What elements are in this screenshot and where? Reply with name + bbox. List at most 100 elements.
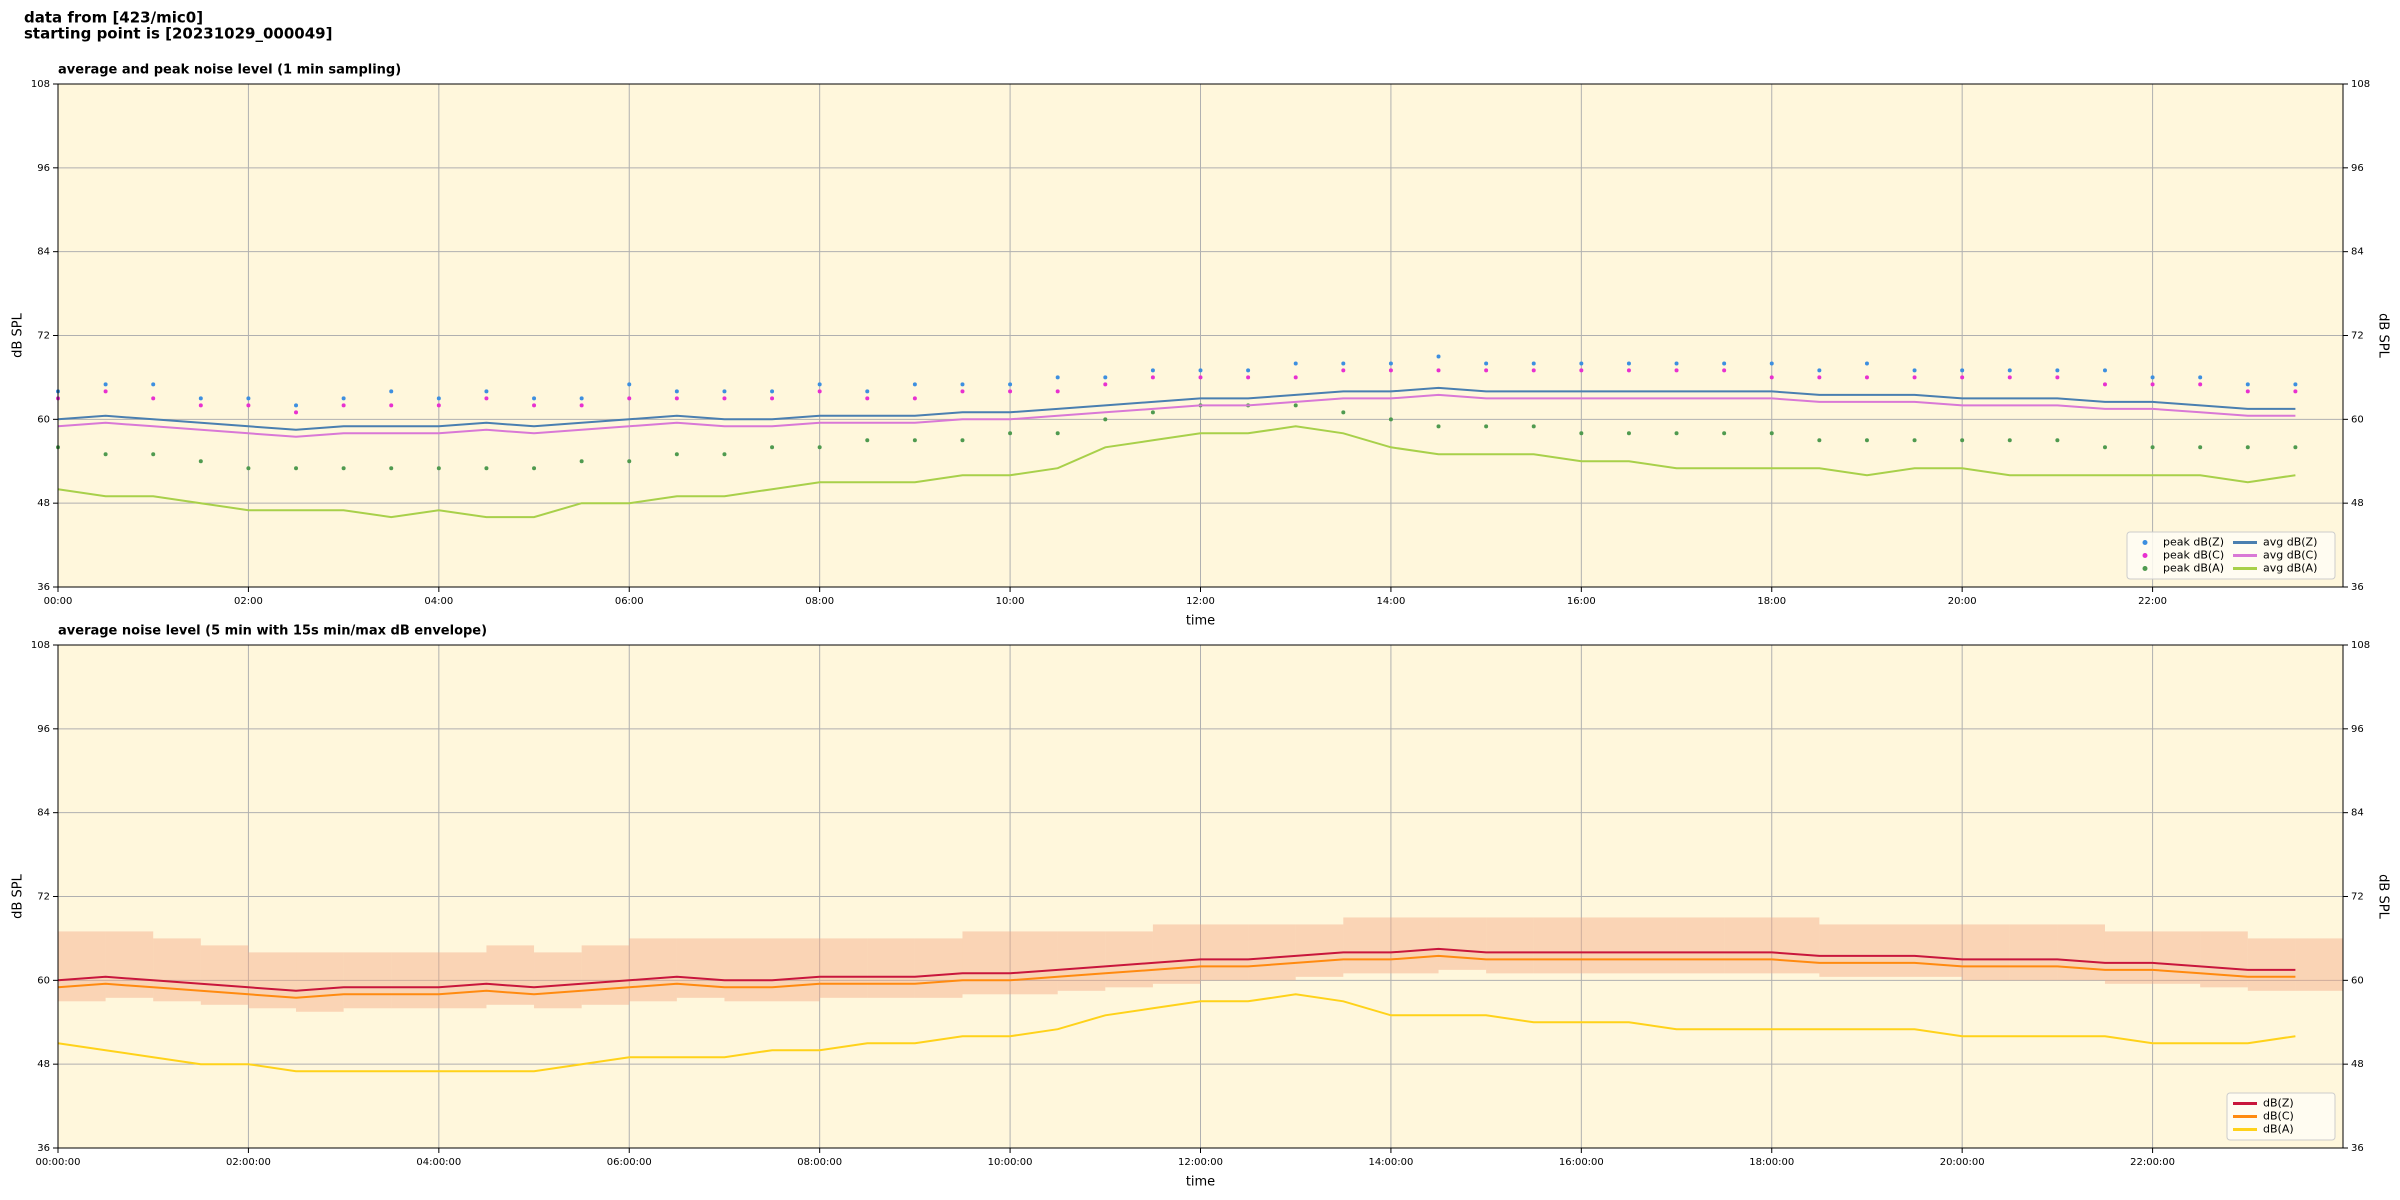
legend-label: peak dB(C) bbox=[2163, 549, 2224, 562]
envelope-band bbox=[2152, 931, 2201, 984]
plot-frame bbox=[57, 83, 2344, 588]
peak-point bbox=[1103, 375, 1108, 380]
y-tick-label: 48 bbox=[37, 1059, 50, 1070]
peak-point bbox=[865, 389, 870, 394]
y-tick-label: 60 bbox=[37, 414, 50, 425]
peak-point bbox=[1484, 368, 1489, 373]
peak-point bbox=[1103, 417, 1108, 422]
peak-point bbox=[1103, 382, 1108, 387]
peak-point bbox=[1150, 375, 1155, 380]
envelope-band bbox=[1819, 924, 1867, 977]
envelope-band bbox=[296, 952, 344, 1012]
envelope-band bbox=[1390, 917, 1439, 974]
peak-point bbox=[436, 403, 441, 408]
envelope-band bbox=[1486, 917, 1534, 974]
peak-point bbox=[674, 389, 679, 394]
peak-point bbox=[2293, 382, 2298, 387]
peak-point bbox=[1626, 361, 1631, 366]
peak-point bbox=[2102, 382, 2107, 387]
envelope-band bbox=[1771, 917, 1820, 974]
peak-point bbox=[246, 466, 251, 471]
peak-point bbox=[627, 459, 632, 464]
x-tick-label: 16:00:00 bbox=[1559, 1157, 1604, 1168]
peak-point bbox=[294, 410, 299, 415]
peak-point bbox=[436, 396, 441, 401]
peak-point bbox=[1674, 361, 1679, 366]
x-tick-label: 08:00 bbox=[805, 596, 834, 607]
peak-point bbox=[2055, 375, 2060, 380]
x-tick-label: 16:00 bbox=[1567, 596, 1596, 607]
peak-point bbox=[2150, 382, 2155, 387]
peak-point bbox=[1341, 410, 1346, 415]
y-tick-label: 72 bbox=[37, 892, 50, 903]
peak-point bbox=[1960, 368, 1965, 373]
peak-point bbox=[817, 389, 822, 394]
peak-point bbox=[1484, 361, 1489, 366]
legend-label: peak dB(Z) bbox=[2163, 536, 2224, 549]
x-tick-label: 04:00:00 bbox=[416, 1157, 461, 1168]
peak-point bbox=[2007, 438, 2012, 443]
envelope-band bbox=[2247, 938, 2296, 991]
x-tick-label: 18:00:00 bbox=[1749, 1157, 1794, 1168]
legend-marker bbox=[2142, 566, 2148, 571]
peak-point bbox=[1864, 438, 1869, 443]
peak-point bbox=[1198, 375, 1203, 380]
plot-frame bbox=[57, 644, 2344, 1149]
peak-point bbox=[2198, 382, 2203, 387]
peak-point bbox=[1388, 361, 1393, 366]
peak-point bbox=[912, 438, 917, 443]
peak-point bbox=[389, 403, 394, 408]
legend-marker bbox=[2142, 553, 2148, 558]
x-tick-label: 02:00 bbox=[234, 596, 263, 607]
peak-point bbox=[1341, 361, 1346, 366]
envelope-band bbox=[1866, 924, 1915, 977]
peak-point bbox=[1864, 361, 1869, 366]
envelope-band bbox=[2104, 931, 2153, 984]
peak-point bbox=[1817, 368, 1822, 373]
peak-point bbox=[2245, 389, 2250, 394]
envelope-band bbox=[1581, 917, 1629, 974]
peak-point bbox=[532, 466, 537, 471]
peak-point bbox=[1531, 368, 1536, 373]
peak-point bbox=[1008, 382, 1013, 387]
peak-point bbox=[246, 396, 251, 401]
peak-point bbox=[960, 438, 965, 443]
y2-tick-label: 60 bbox=[2351, 975, 2364, 986]
peak-point bbox=[2293, 389, 2298, 394]
x-tick-label: 04:00 bbox=[424, 596, 453, 607]
peak-point bbox=[389, 466, 394, 471]
peak-point bbox=[1817, 438, 1822, 443]
envelope-band bbox=[58, 931, 106, 1002]
peak-point bbox=[579, 396, 584, 401]
peak-point bbox=[1817, 375, 1822, 380]
envelope-band bbox=[391, 952, 439, 1009]
legend: dB(Z)dB(C)dB(A) bbox=[2226, 1092, 2336, 1141]
peak-point bbox=[1912, 375, 1917, 380]
x-tick-label: 12:00:00 bbox=[1178, 1157, 1223, 1168]
peak-point bbox=[1150, 410, 1155, 415]
y-tick-label: 96 bbox=[37, 724, 50, 735]
envelope-band bbox=[343, 952, 392, 1009]
peak-point bbox=[1150, 368, 1155, 373]
peak-point bbox=[1055, 389, 1060, 394]
subplot: 36 36 48 48 60 60 72 72 84 84 96 96 108 108 00:00 02:00… bbox=[11, 63, 2391, 629]
x-tick-label: 20:00:00 bbox=[1940, 1157, 1985, 1168]
y2-tick-label: 60 bbox=[2351, 414, 2364, 425]
peak-point bbox=[1436, 368, 1441, 373]
peak-point bbox=[1008, 431, 1013, 436]
peak-point bbox=[2198, 375, 2203, 380]
peak-point bbox=[627, 382, 632, 387]
peak-point bbox=[532, 403, 537, 408]
envelope-band bbox=[581, 945, 630, 1005]
y2-tick-label: 36 bbox=[2351, 582, 2364, 593]
envelope-band bbox=[867, 938, 915, 998]
peak-point bbox=[389, 389, 394, 394]
peak-point bbox=[770, 396, 775, 401]
peak-point bbox=[2293, 445, 2298, 450]
y2-tick-label: 108 bbox=[2351, 79, 2370, 90]
x-tick-label: 14:00:00 bbox=[1368, 1157, 1413, 1168]
envelope-band bbox=[1724, 917, 1772, 974]
peak-point bbox=[1960, 438, 1965, 443]
peak-point bbox=[294, 466, 299, 471]
envelope-band bbox=[2200, 931, 2248, 988]
